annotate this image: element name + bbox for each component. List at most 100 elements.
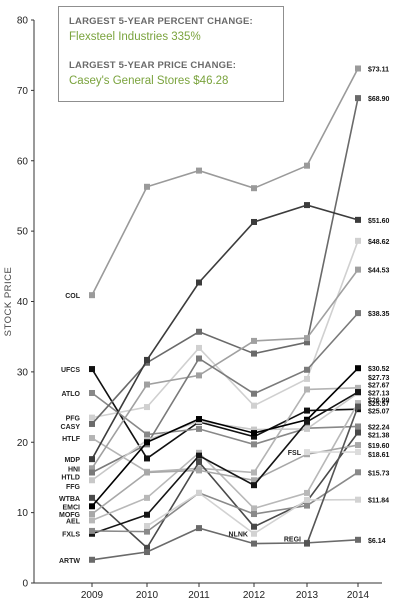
x-tick-label: 2012 (243, 590, 266, 600)
data-point-atlo (251, 441, 257, 448)
end-price-label: $30.52 (368, 366, 390, 373)
data-point-htlf (304, 386, 310, 393)
series-line-ael-low (91, 471, 359, 533)
data-point-ael-low (251, 511, 257, 518)
data-point-hni (144, 381, 150, 388)
data-point-emci (89, 503, 95, 510)
data-point-atlo (89, 389, 95, 396)
data-point-htlf (251, 469, 257, 476)
data-point-htld (251, 390, 257, 397)
data-point-emci (251, 430, 257, 437)
series-line-mdp (91, 204, 359, 460)
data-point-mofg (251, 477, 257, 484)
data-point-fxls (251, 482, 257, 489)
series-line-regi (306, 406, 359, 544)
data-point-col (251, 185, 257, 192)
end-price-label: $11.84 (368, 498, 389, 505)
data-point-artw (89, 556, 95, 563)
data-point-wtba (144, 544, 150, 551)
ticker-label: HTLD (61, 475, 80, 482)
data-point-ufcs (251, 433, 257, 440)
ticker-label: AEL (66, 518, 81, 525)
data-point-fxls (355, 389, 361, 396)
x-tick-label: 2010 (136, 590, 159, 600)
highlights-box: LARGEST 5-YEAR PERCENT CHANGE: Flexsteel… (58, 6, 284, 102)
data-point-atlo (355, 423, 361, 430)
data-point-htld (304, 366, 310, 373)
end-price-label: $27.67 (368, 383, 390, 390)
data-point-htld (89, 469, 95, 476)
data-point-mofg (355, 442, 361, 449)
data-point-nlnk (355, 496, 361, 503)
y-tick-label: 60 (17, 156, 29, 167)
end-price-label: $15.73 (368, 470, 390, 477)
end-price-label: $25.57 (368, 401, 390, 408)
data-point-wtba (196, 458, 202, 465)
data-point-mdp (196, 279, 202, 286)
end-price-label: $73.11 (368, 66, 389, 73)
ticker-label: WTBA (59, 496, 80, 503)
data-point-wtba (251, 523, 257, 530)
data-point-emci (355, 365, 361, 372)
data-point-atlo (196, 425, 202, 432)
y-tick-label: 70 (17, 86, 29, 97)
ticker-label: COL (65, 293, 81, 300)
data-point-pfg (89, 414, 95, 421)
ticker-label: CASY (61, 424, 81, 431)
price-change-title: LARGEST 5-YEAR PRICE CHANGE: (69, 60, 237, 71)
data-point-col (89, 292, 95, 299)
data-point-ffg (89, 477, 95, 484)
data-point-casy (304, 339, 310, 346)
series-line-emci (91, 367, 359, 507)
data-point-ufcs (144, 455, 150, 462)
data-point-ffg (251, 426, 257, 433)
data-point-pfg (304, 375, 310, 382)
data-point-fxls (196, 452, 202, 459)
x-tick-label: 2013 (296, 590, 319, 600)
end-price-label: $18.61 (368, 452, 390, 459)
y-tick-label: 20 (17, 438, 29, 449)
ticker-label: ARTW (59, 558, 80, 565)
y-tick-label: 50 (17, 227, 29, 238)
data-point-artw (355, 536, 361, 543)
y-tick-label: 0 (22, 579, 28, 590)
data-point-htlf (89, 435, 95, 442)
data-point-ael (251, 505, 257, 512)
data-point-hni (355, 266, 361, 273)
series-line-pfg (91, 240, 359, 419)
data-point-regi (355, 403, 361, 410)
x-tick-label: 2009 (81, 590, 104, 600)
data-point-htld (196, 355, 202, 362)
data-point-casy (355, 95, 361, 102)
ticker-label: MDP (64, 457, 80, 464)
end-price-label: $68.90 (368, 96, 390, 103)
ticker-label: FFG (66, 484, 81, 491)
series-line-ufcs (91, 368, 359, 460)
data-point-hni (304, 335, 310, 342)
data-point-casy (196, 328, 202, 335)
data-point-pfg (251, 402, 257, 409)
data-point-ael (144, 494, 150, 501)
end-price-label: $38.35 (368, 311, 390, 318)
data-point-col (144, 183, 150, 190)
x-tick-label: 2011 (188, 590, 210, 600)
data-point-ufcs (304, 407, 310, 414)
data-point-artw (144, 549, 150, 556)
data-point-ael (355, 400, 361, 407)
end-price-label: $44.53 (368, 268, 390, 275)
data-point-ffg (304, 425, 310, 432)
data-point-wtba (89, 494, 95, 501)
data-point-fxls (144, 511, 150, 518)
data-point-ael-low (304, 502, 310, 509)
ticker-label: MOFG (59, 512, 81, 519)
series-line-wtba (91, 432, 359, 550)
series-line-casy (91, 97, 359, 425)
data-point-ael (89, 517, 95, 524)
series-line-htld (91, 312, 359, 474)
ticker-label: REGI (284, 537, 301, 544)
data-point-regi (304, 540, 310, 547)
ticker-label: EMCI (63, 504, 81, 511)
data-point-pfg (196, 344, 202, 351)
y-tick-label: 80 (17, 16, 29, 27)
y-tick-label: 40 (17, 297, 29, 308)
